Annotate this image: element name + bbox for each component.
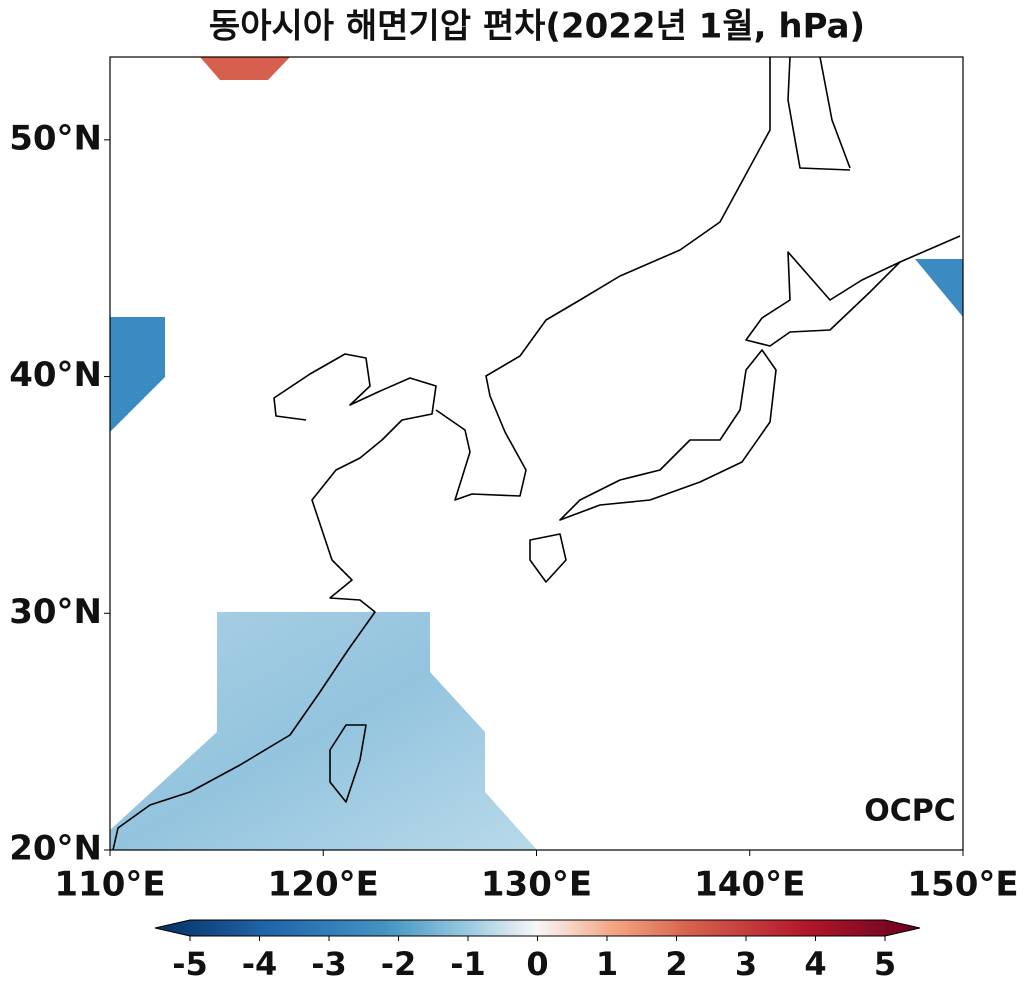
colorbar-tick-label: 4 — [804, 945, 826, 983]
coastline — [559, 349, 777, 521]
coastline — [529, 533, 567, 583]
colorbar-tick-label: -5 — [172, 945, 208, 983]
coastline — [329, 724, 367, 803]
x-tick-label: 150°E — [907, 865, 1018, 905]
negative-anomaly — [915, 259, 963, 317]
colorbar-tick-label: 1 — [596, 945, 618, 983]
negative-anomaly — [110, 612, 537, 850]
coastline — [112, 353, 437, 851]
logo: OCPC — [864, 794, 956, 829]
y-tick-label: 40°N — [9, 355, 102, 395]
coastline — [787, 56, 851, 171]
y-tick-label: 20°N — [9, 829, 102, 869]
colorbar-tick-label: 5 — [874, 945, 896, 983]
colorbar-tick-label: -4 — [242, 945, 278, 983]
y-tick-label: 30°N — [9, 592, 102, 632]
colorbar-tick-label: 0 — [526, 945, 548, 983]
coastline — [745, 251, 901, 347]
x-tick-label: 110°E — [54, 865, 165, 905]
y-tick-label: 50°N — [9, 118, 102, 158]
colorbar-tick-label: 3 — [735, 945, 757, 983]
colorbar-tick-label: -1 — [450, 945, 486, 983]
negative-anomaly — [110, 317, 165, 432]
positive-anomaly — [200, 57, 290, 80]
colorbar-tick-label: -2 — [381, 945, 417, 983]
x-tick-label: 140°E — [694, 865, 805, 905]
x-tick-label: 130°E — [481, 865, 592, 905]
map-title: 동아시아 해면기압 편차(2022년 1월, hPa) — [209, 7, 865, 47]
colorbar-tick-label: -3 — [311, 945, 347, 983]
colorbar-tick-label: 2 — [665, 945, 687, 983]
anomaly-patches — [110, 57, 963, 850]
coastline — [899, 235, 961, 263]
coastline — [435, 57, 771, 501]
coastlines — [112, 56, 961, 851]
x-tick-label: 120°E — [268, 865, 379, 905]
colorbar — [154, 919, 921, 937]
